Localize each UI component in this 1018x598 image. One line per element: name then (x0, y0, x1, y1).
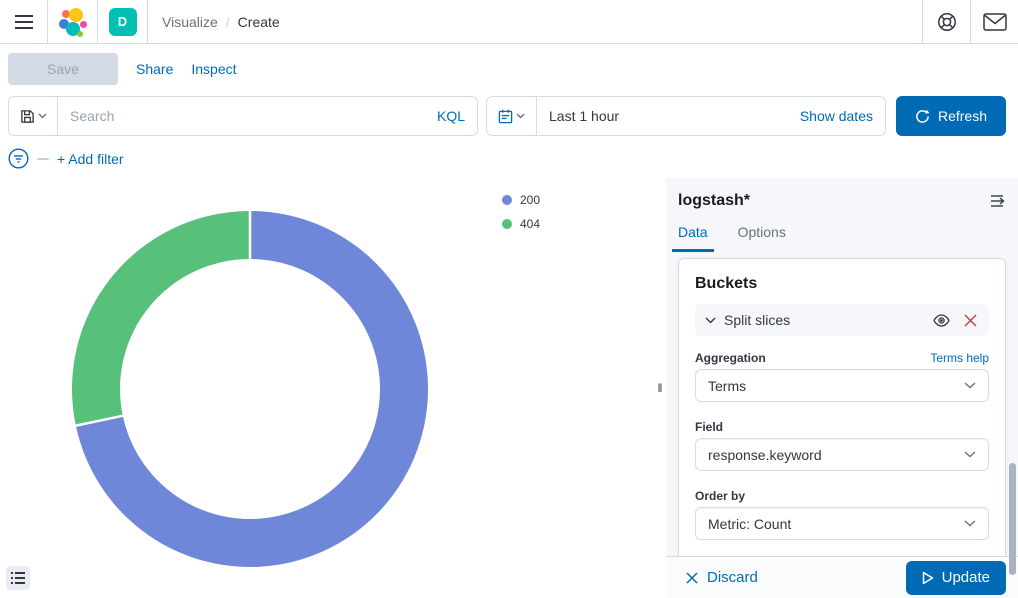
legend-toggle-button[interactable] (6, 566, 30, 590)
hamburger-icon (14, 14, 33, 29)
accordion-label: Split slices (724, 312, 791, 328)
chevron-down-icon (516, 113, 525, 119)
chevron-down-icon (705, 317, 716, 323)
discard-label: Discard (707, 569, 758, 586)
field-select[interactable]: response.keyword (695, 438, 989, 471)
editor-toolbar: Save Share Inspect (0, 44, 1018, 93)
sidebar-footer: Discard Update (666, 556, 1018, 598)
eye-icon (933, 313, 950, 327)
breadcrumb-create: Create (237, 13, 280, 30)
menu-button[interactable] (0, 0, 47, 43)
visualization-area: 200 404 (0, 178, 654, 598)
time-range-value[interactable]: Last 1 hour (549, 108, 620, 124)
donut-slice-404[interactable] (72, 211, 250, 426)
share-button[interactable]: Share (136, 60, 174, 77)
calendar-icon (498, 109, 513, 123)
date-picker-group: Last 1 hour Show dates (486, 96, 886, 136)
collapse-panel-button[interactable] (990, 194, 1006, 208)
filter-circle-icon[interactable] (8, 148, 29, 169)
buckets-heading: Buckets (695, 275, 758, 292)
mail-icon (982, 12, 1007, 31)
refresh-label: Refresh (937, 108, 988, 124)
date-quick-menu-button[interactable] (487, 97, 537, 135)
top-nav-bar: D Visualize / Create (0, 0, 1018, 44)
query-bar: KQL Last 1 hour Show dates Refresh (0, 93, 1018, 139)
refresh-icon (916, 109, 930, 123)
terms-help-link[interactable]: Terms help (930, 351, 989, 365)
header-divider (97, 0, 98, 43)
kql-language-button[interactable]: KQL (436, 108, 465, 124)
chevron-down-icon (964, 382, 976, 389)
filter-bar: + Add filter (0, 139, 1018, 178)
elastic-logo-link[interactable] (48, 0, 97, 43)
toggle-visibility-button[interactable] (931, 312, 952, 329)
legend-dot (502, 219, 512, 229)
breadcrumb-separator: / (225, 13, 230, 30)
help-button[interactable] (923, 0, 970, 43)
space-avatar[interactable]: D (108, 7, 137, 36)
refresh-button[interactable]: Refresh (896, 96, 1006, 136)
help-icon (937, 12, 956, 31)
elastic-logo (58, 7, 87, 37)
order-by-select[interactable]: Metric: Count (695, 507, 989, 540)
tab-options[interactable]: Options (737, 224, 786, 240)
update-label: Update (941, 569, 990, 586)
play-icon (922, 571, 933, 584)
chevron-down-icon (964, 520, 976, 527)
saved-query-menu-button[interactable] (9, 97, 58, 135)
editor-sidebar: logstash* Data Options Buckets Split (666, 178, 1018, 598)
sidebar-tabs: Data Options (666, 216, 1018, 252)
breadcrumb: Visualize / Create (148, 0, 922, 43)
inspect-button[interactable]: Inspect (191, 60, 237, 77)
chevron-down-icon (964, 451, 976, 458)
aggregation-select[interactable]: Terms (695, 369, 989, 402)
buckets-panel: Buckets Split slices Aggregation (678, 258, 1006, 556)
legend-item[interactable]: 200 (502, 193, 540, 207)
update-button[interactable]: Update (905, 560, 1006, 595)
sidebar-scrollbar-thumb[interactable] (1009, 463, 1016, 575)
order-by-value: Metric: Count (708, 515, 792, 532)
legend-label: 200 (520, 193, 541, 207)
header-divider (970, 0, 971, 43)
legend-label: 404 (520, 217, 541, 231)
header-divider (147, 0, 148, 43)
header-divider (47, 0, 48, 43)
save-disk-icon (20, 109, 34, 123)
newsfeed-button[interactable] (971, 0, 1018, 43)
save-button[interactable]: Save (8, 52, 118, 85)
donut-chart[interactable] (0, 178, 654, 598)
discard-button[interactable]: Discard (686, 569, 758, 586)
field-value: response.keyword (708, 446, 822, 463)
chevron-down-icon (38, 113, 46, 119)
legend-dot (502, 195, 512, 205)
search-bar-group: KQL (8, 96, 478, 136)
close-icon (686, 571, 698, 584)
field-label: Field (695, 420, 724, 434)
tab-data[interactable]: Data (672, 220, 714, 252)
legend-item[interactable]: 404 (502, 217, 540, 231)
collapse-panel-icon (991, 195, 1005, 207)
show-dates-button[interactable]: Show dates (799, 108, 873, 124)
index-pattern-title: logstash* (678, 192, 751, 209)
remove-bucket-button[interactable] (962, 312, 979, 329)
order-by-label: Order by (695, 489, 746, 503)
chart-legend: 200 404 (502, 193, 540, 231)
split-slices-accordion[interactable]: Split slices (695, 304, 989, 336)
aggregation-label: Aggregation (695, 351, 766, 365)
list-icon (11, 572, 25, 584)
slice-gap (74, 414, 125, 428)
aggregation-value: Terms (708, 377, 747, 394)
header-divider (922, 0, 923, 43)
breadcrumb-visualize[interactable]: Visualize (162, 13, 218, 30)
filter-dash (37, 157, 49, 160)
panel-resizer-handle[interactable]: ‖ (654, 178, 666, 598)
add-filter-button[interactable]: + Add filter (57, 150, 124, 167)
search-input[interactable] (58, 97, 437, 135)
main-content: 200 404 ‖ logstash* (0, 178, 1018, 598)
close-icon (964, 313, 977, 327)
